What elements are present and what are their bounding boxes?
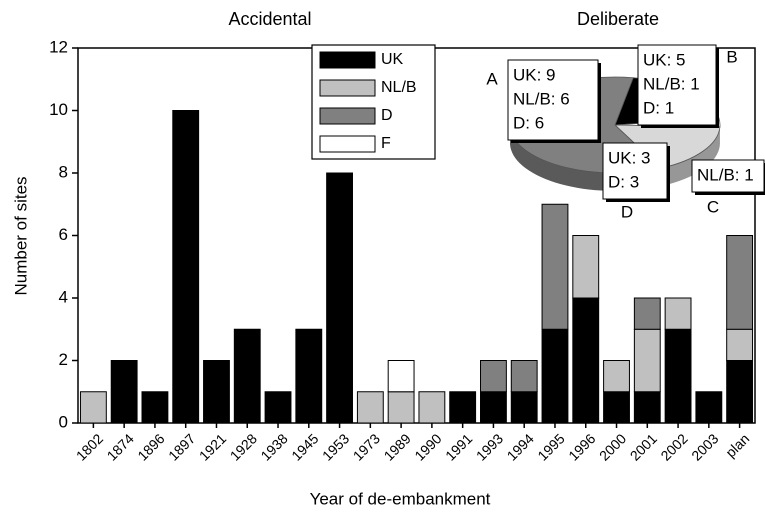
- y-tick-label: 6: [59, 225, 68, 244]
- bar: [603, 360, 630, 393]
- x-tick-label: 2003: [688, 430, 721, 463]
- bar: [726, 328, 754, 361]
- x-tick-label: 1802: [73, 430, 106, 463]
- pie-label: A: [486, 69, 498, 88]
- bar: [726, 235, 754, 330]
- callout-text: D: 1: [643, 98, 674, 117]
- bar: [449, 391, 477, 424]
- bar: [387, 391, 415, 424]
- bar: [726, 360, 754, 424]
- bar: [633, 328, 661, 393]
- legend-swatch: [319, 51, 376, 69]
- pie-label: D: [621, 202, 633, 221]
- y-tick-label: 10: [49, 100, 68, 119]
- bar: [633, 297, 661, 330]
- bar: [110, 360, 138, 424]
- callout-text: NL/B: 1: [697, 165, 754, 184]
- annotation: Accidental: [228, 9, 311, 29]
- x-tick-label: 1995: [534, 430, 567, 463]
- x-tick-label: 1921: [196, 430, 229, 463]
- y-tick-label: 8: [59, 162, 68, 181]
- bar: [695, 391, 723, 424]
- callout-text: UK: 5: [643, 50, 686, 69]
- legend-label: NL/B: [381, 79, 417, 96]
- x-tick-label: 1993: [473, 430, 506, 463]
- bar: [418, 391, 446, 424]
- x-tick-label: 2002: [657, 430, 690, 463]
- x-tick-label: 1953: [319, 430, 352, 463]
- bar: [326, 172, 353, 424]
- legend-swatch: [319, 135, 376, 153]
- bar: [510, 391, 538, 424]
- x-tick-label: 1973: [350, 430, 383, 463]
- bar: [633, 391, 661, 424]
- x-tick-label: 1989: [381, 430, 414, 463]
- callout-box: [637, 44, 717, 126]
- callout-text: NL/B: 1: [643, 74, 700, 93]
- callout-text: D: 6: [513, 113, 544, 132]
- x-tick-label: 2001: [627, 430, 660, 463]
- legend-swatch: [319, 107, 376, 125]
- bar: [356, 391, 384, 424]
- x-tick-label: 1996: [565, 430, 598, 463]
- legend-label: F: [381, 135, 391, 152]
- callout-text: UK: 3: [608, 148, 651, 167]
- x-tick-label: 1990: [411, 430, 444, 463]
- bar: [541, 328, 569, 424]
- callout-box: [507, 59, 599, 141]
- bar: [141, 391, 169, 424]
- callout-text: D: 3: [608, 172, 639, 191]
- x-tick-label: 1945: [288, 430, 321, 463]
- x-tick-label: 1991: [442, 430, 475, 463]
- bar: [203, 360, 230, 424]
- bar: [295, 328, 323, 424]
- annotation: Deliberate: [577, 9, 659, 29]
- x-axis-label: Year of de-embankment: [310, 489, 491, 508]
- legend-swatch: [319, 79, 376, 97]
- pie-label: C: [707, 197, 719, 216]
- bar: [603, 391, 630, 424]
- legend-label: D: [381, 107, 393, 124]
- x-tick-label: plan: [722, 430, 752, 460]
- x-tick-label: 1928: [227, 430, 260, 463]
- x-tick-label: 1897: [165, 430, 198, 463]
- y-axis-label: Number of sites: [11, 176, 30, 295]
- bar: [510, 360, 538, 393]
- callout-text: NL/B: 6: [513, 89, 570, 108]
- bar: [172, 110, 200, 424]
- callout-text: UK: 9: [513, 65, 556, 84]
- bar: [664, 297, 692, 330]
- bar: [480, 360, 507, 393]
- bar: [233, 328, 261, 424]
- bar: [264, 391, 292, 424]
- y-tick-label: 2: [59, 350, 68, 369]
- y-tick-label: 12: [49, 37, 68, 56]
- bar: [541, 203, 569, 330]
- x-tick-label: 2000: [596, 430, 629, 463]
- callout-box: [602, 142, 668, 200]
- legend-label: UK: [381, 51, 404, 68]
- y-tick-label: 4: [59, 287, 68, 306]
- callout-box: [691, 159, 765, 193]
- x-tick-label: 1874: [104, 430, 137, 463]
- pie-label: B: [726, 47, 737, 66]
- bar: [572, 235, 600, 299]
- bar: [387, 360, 415, 393]
- x-tick-label: 1994: [504, 430, 537, 463]
- bar: [79, 391, 107, 424]
- x-tick-label: 1938: [257, 430, 290, 463]
- bar: [572, 297, 600, 424]
- bar: [480, 391, 507, 424]
- x-tick-label: 1896: [134, 430, 167, 463]
- y-tick-label: 0: [59, 412, 68, 431]
- bar: [664, 328, 692, 424]
